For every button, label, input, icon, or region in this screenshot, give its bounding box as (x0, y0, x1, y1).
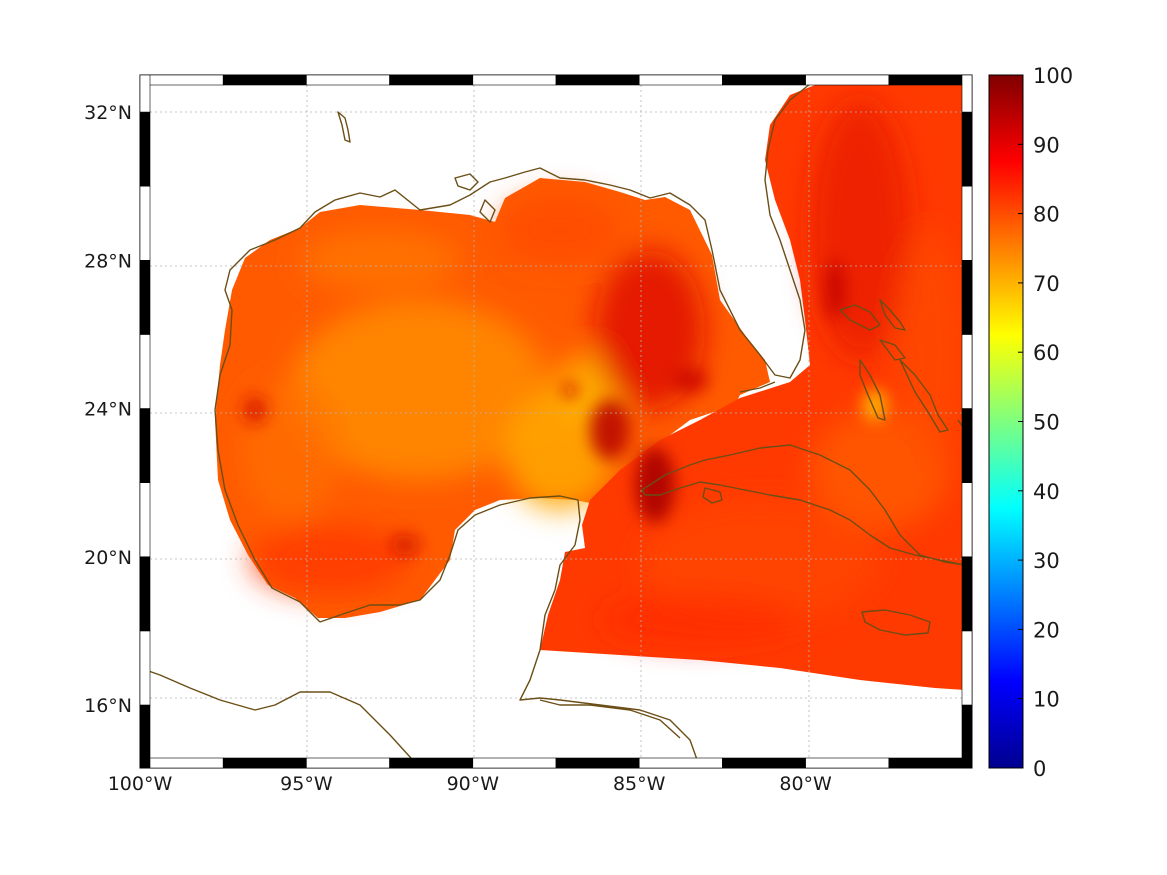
frame-segment (555, 757, 640, 769)
colorbar-tick-label: 20 (1033, 618, 1060, 642)
frame-segment (222, 757, 307, 769)
bay-line-1 (454, 173, 479, 191)
colorbar-tick-labels: 0 10 20 30 40 50 60 70 80 90 100 (1018, 64, 1073, 781)
frame-segment (139, 630, 151, 706)
colorbar-gradient (988, 74, 1024, 769)
lon-tick-label: 90°W (447, 773, 500, 795)
frame-segment (961, 704, 973, 769)
lat-tick-label: 24°N (84, 399, 132, 421)
honduras-coast-line (539, 699, 681, 739)
lat-tick-label: 32°N (84, 102, 132, 124)
frame-segment (139, 556, 151, 632)
frame-segment (389, 74, 474, 86)
coastlines (140, 75, 969, 768)
frame-segment (222, 74, 307, 86)
colorbar-tick-label: 60 (1033, 341, 1060, 365)
frame-segment (722, 757, 806, 769)
frame-segment (139, 259, 151, 335)
frame-segment (139, 408, 151, 483)
frame-segment (389, 757, 474, 769)
bahamas-line-2 (879, 299, 906, 331)
colorbar-tick-label: 90 (1033, 133, 1060, 157)
frame-segment (139, 704, 151, 769)
frame-segment (888, 757, 973, 769)
frame-segment (139, 74, 151, 113)
lon-tick-label: 95°W (280, 773, 333, 795)
lon-tick-label: 85°W (613, 773, 666, 795)
isle-of-youth-line (702, 487, 723, 504)
frame-segment (472, 757, 557, 769)
map-frame (139, 74, 973, 769)
colorbar: 0 10 20 30 40 50 60 70 80 90 100 (988, 64, 1073, 781)
colorbar-tick-label: 50 (1033, 411, 1060, 435)
gulf-field (215, 178, 770, 618)
latitude-tick-labels: 16°N 20°N 24°N 28°N 32°N (84, 102, 132, 717)
frame-segment (961, 630, 973, 706)
frame-segment (961, 185, 973, 261)
frame-segment (472, 74, 557, 86)
colorbar-tick-label: 100 (1033, 64, 1073, 88)
plot-area (140, 75, 972, 768)
frame-segments (139, 74, 973, 769)
colorbar-tick-label: 80 (1033, 203, 1060, 227)
colorbar-tick-label: 0 (1033, 757, 1046, 781)
bahamas-line-4 (899, 359, 949, 433)
gridlines (140, 75, 972, 768)
bay-line-2 (479, 199, 496, 223)
frame-segment (306, 74, 390, 86)
gulf-coast-line (140, 667, 421, 768)
yucatan-coast-line (319, 495, 701, 768)
frame-segment (139, 482, 151, 558)
lat-tick-label: 20°N (84, 547, 132, 569)
frame-segment (139, 757, 224, 769)
frame-segment (805, 74, 890, 86)
frame-segment (139, 334, 151, 409)
frame-segment (961, 482, 973, 558)
caribbean-field (540, 85, 965, 690)
bahamas-line-5 (879, 339, 906, 361)
frame-segment (139, 111, 151, 187)
florida-keys-line (739, 381, 776, 393)
frame-segment (961, 111, 973, 187)
frame-segment (139, 74, 224, 86)
jamaica-coast-line (861, 609, 931, 636)
frame-segment (961, 259, 973, 335)
lat-tick-label: 16°N (84, 695, 132, 717)
bahamas-line-3 (859, 359, 886, 421)
frame-segment (722, 74, 806, 86)
frame-segment (805, 757, 890, 769)
colorbar-tick-label: 10 (1033, 688, 1060, 712)
lon-tick-label: 80°W (779, 773, 832, 795)
longitude-tick-labels: 100°W 95°W 90°W 85°W 80°W (108, 773, 832, 795)
frame-segment (306, 757, 390, 769)
lon-tick-label: 100°W (108, 773, 173, 795)
lat-tick-label: 28°N (84, 250, 132, 272)
frame-segment (961, 556, 973, 632)
frame-segment (961, 408, 973, 483)
frame-segment (961, 334, 973, 409)
colorbar-tick-label: 30 (1033, 549, 1060, 573)
colorbar-tick-label: 40 (1033, 480, 1060, 504)
mexico-coast-line (214, 75, 821, 623)
colorbar-tick-label: 70 (1033, 272, 1060, 296)
frame-segment (139, 185, 151, 261)
cuba-coast-line (641, 444, 966, 566)
bahamas-line-1 (839, 304, 881, 331)
lake-line (337, 111, 351, 143)
frame-segment (555, 74, 640, 86)
frame-segment (638, 757, 723, 769)
frame-segment (638, 74, 723, 86)
frame-segment (888, 74, 973, 86)
frame-segment (961, 74, 973, 113)
